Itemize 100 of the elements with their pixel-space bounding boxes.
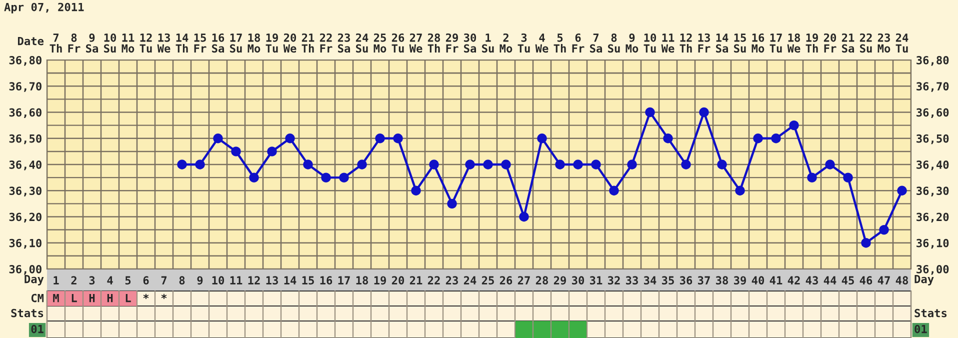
point: [177, 160, 187, 170]
point: [897, 186, 907, 196]
text: 7 Th: [50, 34, 62, 52]
point: [465, 160, 475, 170]
point: [645, 107, 655, 118]
point: [195, 160, 205, 170]
y2-tick-label: 36,70: [916, 82, 949, 92]
y2-tick-label: 36,30: [916, 186, 949, 196]
text: 15 Su: [734, 34, 746, 53]
point: [861, 238, 871, 248]
point: [429, 160, 439, 170]
y-tick-label: 36,30: [9, 186, 42, 196]
x-tick-label: 39: [734, 276, 746, 285]
x-tick-label: 15: [302, 276, 314, 285]
x-tick-label: 47: [878, 276, 890, 284]
text: 01: [31, 324, 44, 334]
text: 18 We: [787, 33, 800, 53]
point: [825, 160, 835, 170]
text: 17 Tu: [770, 34, 782, 53]
x-tick-label: 48: [896, 276, 908, 285]
y-tick-label: 36,50: [9, 134, 42, 144]
text: 16 Mo: [752, 33, 764, 53]
x-tick-label: 44: [824, 276, 836, 284]
text: 01: [914, 324, 927, 334]
x-tick-label: 35: [662, 276, 674, 285]
text: 19 Th: [806, 34, 818, 52]
text: 30 Sa: [464, 33, 476, 53]
text: 6 Fr: [572, 33, 584, 52]
text: 15 Fr: [194, 34, 206, 52]
y2-tick-label: 36,40: [916, 160, 949, 170]
text: Stats: [914, 308, 947, 318]
point: [411, 186, 421, 196]
y-tick-label: 36,00: [9, 264, 42, 275]
text: 23 Sa: [338, 33, 350, 53]
x-tick-label: 46: [860, 276, 872, 285]
x-tick-label: 25: [482, 276, 494, 285]
point: [375, 134, 385, 144]
x-tick-label: 26: [500, 276, 512, 285]
x-tick-label: 9: [197, 276, 203, 285]
text: 26 Tu: [392, 33, 404, 53]
point: [447, 198, 457, 209]
text: 24 Su: [356, 33, 368, 53]
text: 8 Su: [608, 33, 620, 53]
text: 9 Sa: [86, 34, 98, 53]
x-tick-label: 43: [806, 276, 818, 285]
x-tick-label: 30: [572, 276, 584, 285]
y-tick-label: 36,40: [9, 160, 42, 170]
text: 12 Th: [680, 33, 692, 52]
point: [393, 134, 403, 144]
y2-tick-label: 36,10: [916, 238, 949, 249]
x-tick-label: 41: [770, 276, 782, 284]
text: 4 We: [535, 34, 548, 53]
text: 27 We: [409, 33, 422, 53]
point: [213, 134, 223, 144]
y-tick-label: 36,10: [9, 238, 42, 249]
point: [681, 160, 691, 170]
point: [591, 160, 601, 170]
text: 3 Tu: [518, 33, 530, 53]
text: 23 Mo: [878, 33, 890, 53]
x-tick-label: 20: [392, 276, 404, 285]
x-tick-label: 31: [590, 276, 602, 285]
y2-tick-label: 36,60: [916, 108, 949, 118]
text: 14 Sa: [716, 34, 728, 53]
text: 20 Fr: [824, 33, 836, 52]
x-tick-label: 16: [320, 276, 332, 285]
x-tick-label: 28: [536, 276, 548, 285]
x-tick-label: 23: [446, 276, 458, 285]
x-tick-label: 42: [788, 276, 800, 284]
text: 18 Mo: [248, 33, 260, 53]
point: [267, 146, 277, 156]
x-tick-label: 3: [89, 276, 95, 285]
text: 13 We: [157, 33, 170, 53]
point: [573, 160, 583, 170]
y2-tick-label: 36,20: [916, 212, 949, 223]
x-tick-label: 45: [842, 276, 854, 285]
point: [357, 160, 367, 170]
x-tick-label: 38: [716, 276, 728, 285]
x-tick-label: 17: [338, 276, 350, 284]
text: CM: [31, 294, 44, 302]
point: [609, 186, 619, 196]
x-tick-label: 4: [107, 276, 113, 284]
text: 22 Su: [860, 33, 872, 53]
text: Date: [18, 36, 44, 46]
text: M: [53, 294, 59, 302]
text: 7 Sa: [590, 34, 602, 53]
point: [771, 134, 781, 144]
text: 10 Su: [104, 33, 116, 53]
text: 11 Mo: [122, 34, 134, 53]
x-tick-label: 19: [374, 276, 386, 285]
text: 11 We: [661, 34, 674, 53]
x-tick-label: 13: [266, 276, 278, 285]
y2-tick-label: 36,00: [916, 264, 949, 275]
x-tick-label: 14: [284, 276, 296, 284]
y2-tick-label: 36,50: [916, 134, 949, 144]
text: 24 Tu: [896, 33, 908, 53]
text: 9 Mo: [626, 34, 638, 53]
x-tick-label: 21: [410, 276, 422, 284]
chart-title: Apr 07, 2011: [4, 2, 84, 14]
text: *: [161, 294, 167, 299]
x-tick-label: 1: [54, 276, 59, 284]
